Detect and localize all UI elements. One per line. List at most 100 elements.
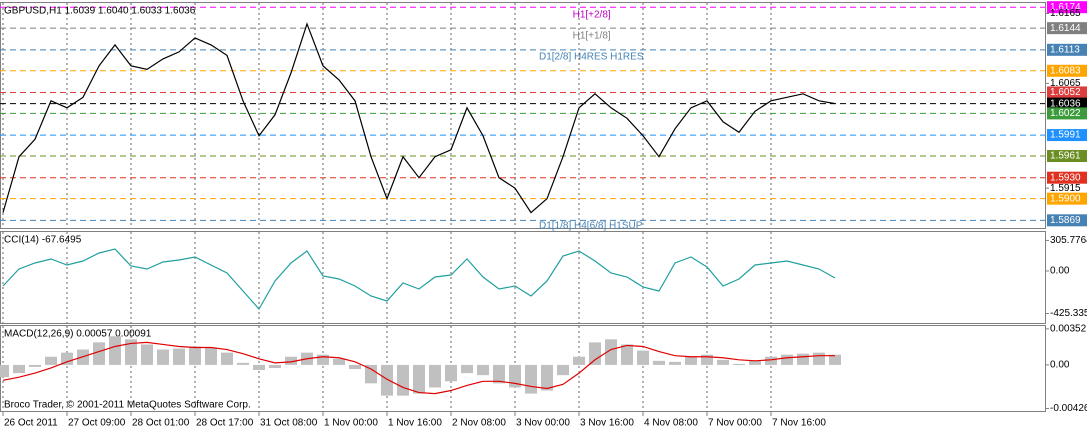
y-tick-label: 0.00 [1050, 266, 1070, 277]
histogram-bar [717, 359, 729, 365]
panel-title: MACD(12,26,9) 0.00057 0.00091 [4, 329, 152, 340]
histogram-bar [669, 361, 681, 365]
panel-title: GBPUSD,H1 1.6039 1.6040 1.6033 1.6036 [4, 6, 196, 17]
histogram-bar [445, 364, 457, 382]
histogram-bar [461, 364, 473, 374]
level-annotation: H1[+2/8] [573, 10, 611, 21]
histogram-bar [557, 364, 569, 376]
y-tick-label: 1.6144 [1050, 23, 1081, 34]
histogram-bar [317, 354, 329, 365]
histogram-bar [621, 344, 633, 365]
histogram-bar [733, 363, 745, 365]
histogram-bar [589, 342, 601, 365]
level-annotation: D1[2/8] H4RES H1RES [539, 51, 644, 62]
y-tick-label: 1.6083 [1050, 65, 1081, 76]
histogram-bar [333, 358, 345, 365]
price-label-box [1047, 22, 1087, 35]
y-tick-label: 0.00 [1050, 360, 1070, 371]
histogram-bar [221, 352, 233, 365]
price-label-box [1047, 1, 1087, 14]
cci-panel [0, 231, 1046, 324]
x-tick-label: 1 Nov 00:00 [324, 418, 378, 429]
y-tick-label: 1.6022 [1050, 108, 1081, 119]
y-tick-label: -425.335 [1050, 308, 1087, 319]
price-label-box [1047, 86, 1087, 99]
histogram-bar [653, 360, 665, 365]
x-tick-label: 4 Nov 08:00 [644, 418, 698, 429]
y-tick-label: 1.6174 [1050, 2, 1081, 13]
histogram-bar [493, 364, 505, 384]
x-tick-label: 2 Nov 08:00 [452, 418, 506, 429]
histogram-bar [813, 352, 825, 365]
y-tick-label: 1.5991 [1050, 130, 1081, 141]
price-label-box [1047, 107, 1087, 120]
histogram-bar [45, 356, 57, 365]
series-line [2, 248, 836, 311]
x-tick-label: 31 Oct 08:00 [260, 418, 318, 429]
price-label-box [1047, 129, 1087, 142]
histogram-bar [285, 356, 297, 365]
histogram-bar [13, 364, 25, 374]
y-tick-label: 1.5915 [1050, 183, 1081, 194]
histogram-bar [829, 354, 841, 365]
histogram-bar [189, 346, 201, 365]
histogram-bar [429, 364, 441, 388]
price-label-box [1047, 97, 1087, 110]
y-tick-label: 1.6052 [1050, 87, 1081, 98]
histogram-bar [637, 350, 649, 365]
y-tick-label: 0.00352 [1050, 324, 1087, 335]
y-tick-label: 1.6113 [1050, 44, 1080, 55]
price-label-box [1047, 171, 1087, 184]
x-tick-label: 3 Nov 16:00 [580, 418, 634, 429]
histogram-bar [109, 336, 121, 365]
panel-title: CCI(14) -67.6495 [4, 235, 82, 246]
level-annotation: H1[+1/8] [573, 30, 611, 41]
x-tick-label: 28 Oct 17:00 [196, 418, 254, 429]
y-tick-label: 1.5930 [1050, 172, 1081, 183]
histogram-bar [477, 364, 489, 376]
x-tick-label: 26 Oct 2011 [4, 418, 58, 429]
y-tick-label: 1.6165 [1050, 8, 1081, 19]
price-panel [0, 2, 1046, 229]
x-tick-label: 1 Nov 16:00 [388, 418, 442, 429]
histogram-bar [605, 339, 617, 365]
y-tick-label: 305.7764 [1050, 235, 1087, 246]
level-annotation: D1[1/8] H4[6/8] H1SUP [539, 221, 643, 232]
x-tick-label: 7 Nov 16:00 [772, 418, 826, 429]
histogram-bar [157, 349, 169, 365]
histogram-bar [173, 348, 185, 365]
histogram-bar [253, 364, 265, 371]
series-line [2, 341, 835, 395]
y-tick-label: 1.5869 [1050, 215, 1081, 226]
price-label-box [1047, 192, 1087, 205]
histogram-bar [93, 342, 105, 365]
copyright-note: Broco Trader, © 2001-2011 MetaQuotes Sof… [4, 400, 251, 411]
x-tick-label: 7 Nov 00:00 [708, 418, 762, 429]
histogram-bar [205, 347, 217, 365]
price-label-box [1047, 150, 1087, 163]
histogram-bar [509, 364, 521, 388]
y-tick-label: 1.5961 [1050, 151, 1081, 162]
histogram-bar [61, 352, 73, 365]
histogram-bar [0, 364, 9, 378]
histogram-bar [781, 354, 793, 365]
histogram-bar [413, 364, 425, 394]
y-tick-label: 1.6036 [1050, 98, 1081, 109]
price-label-box [1047, 214, 1087, 227]
histogram-bar [685, 356, 697, 365]
y-tick-label: -0.00426 [1050, 403, 1087, 414]
price-label-box [1047, 43, 1087, 56]
y-tick-label: 1.5900 [1050, 193, 1081, 204]
x-tick-label: 27 Oct 09:00 [68, 418, 126, 429]
x-tick-label: 3 Nov 00:00 [516, 418, 570, 429]
histogram-bar [269, 364, 281, 368]
x-tick-label: 28 Oct 01:00 [132, 418, 190, 429]
histogram-bar [125, 339, 137, 365]
histogram-bar [237, 362, 249, 365]
y-tick-label: 1.6065 [1050, 78, 1081, 89]
price-label-box [1047, 64, 1087, 77]
histogram-bar [573, 356, 585, 365]
histogram-bar [397, 364, 409, 396]
histogram-bar [381, 364, 393, 396]
